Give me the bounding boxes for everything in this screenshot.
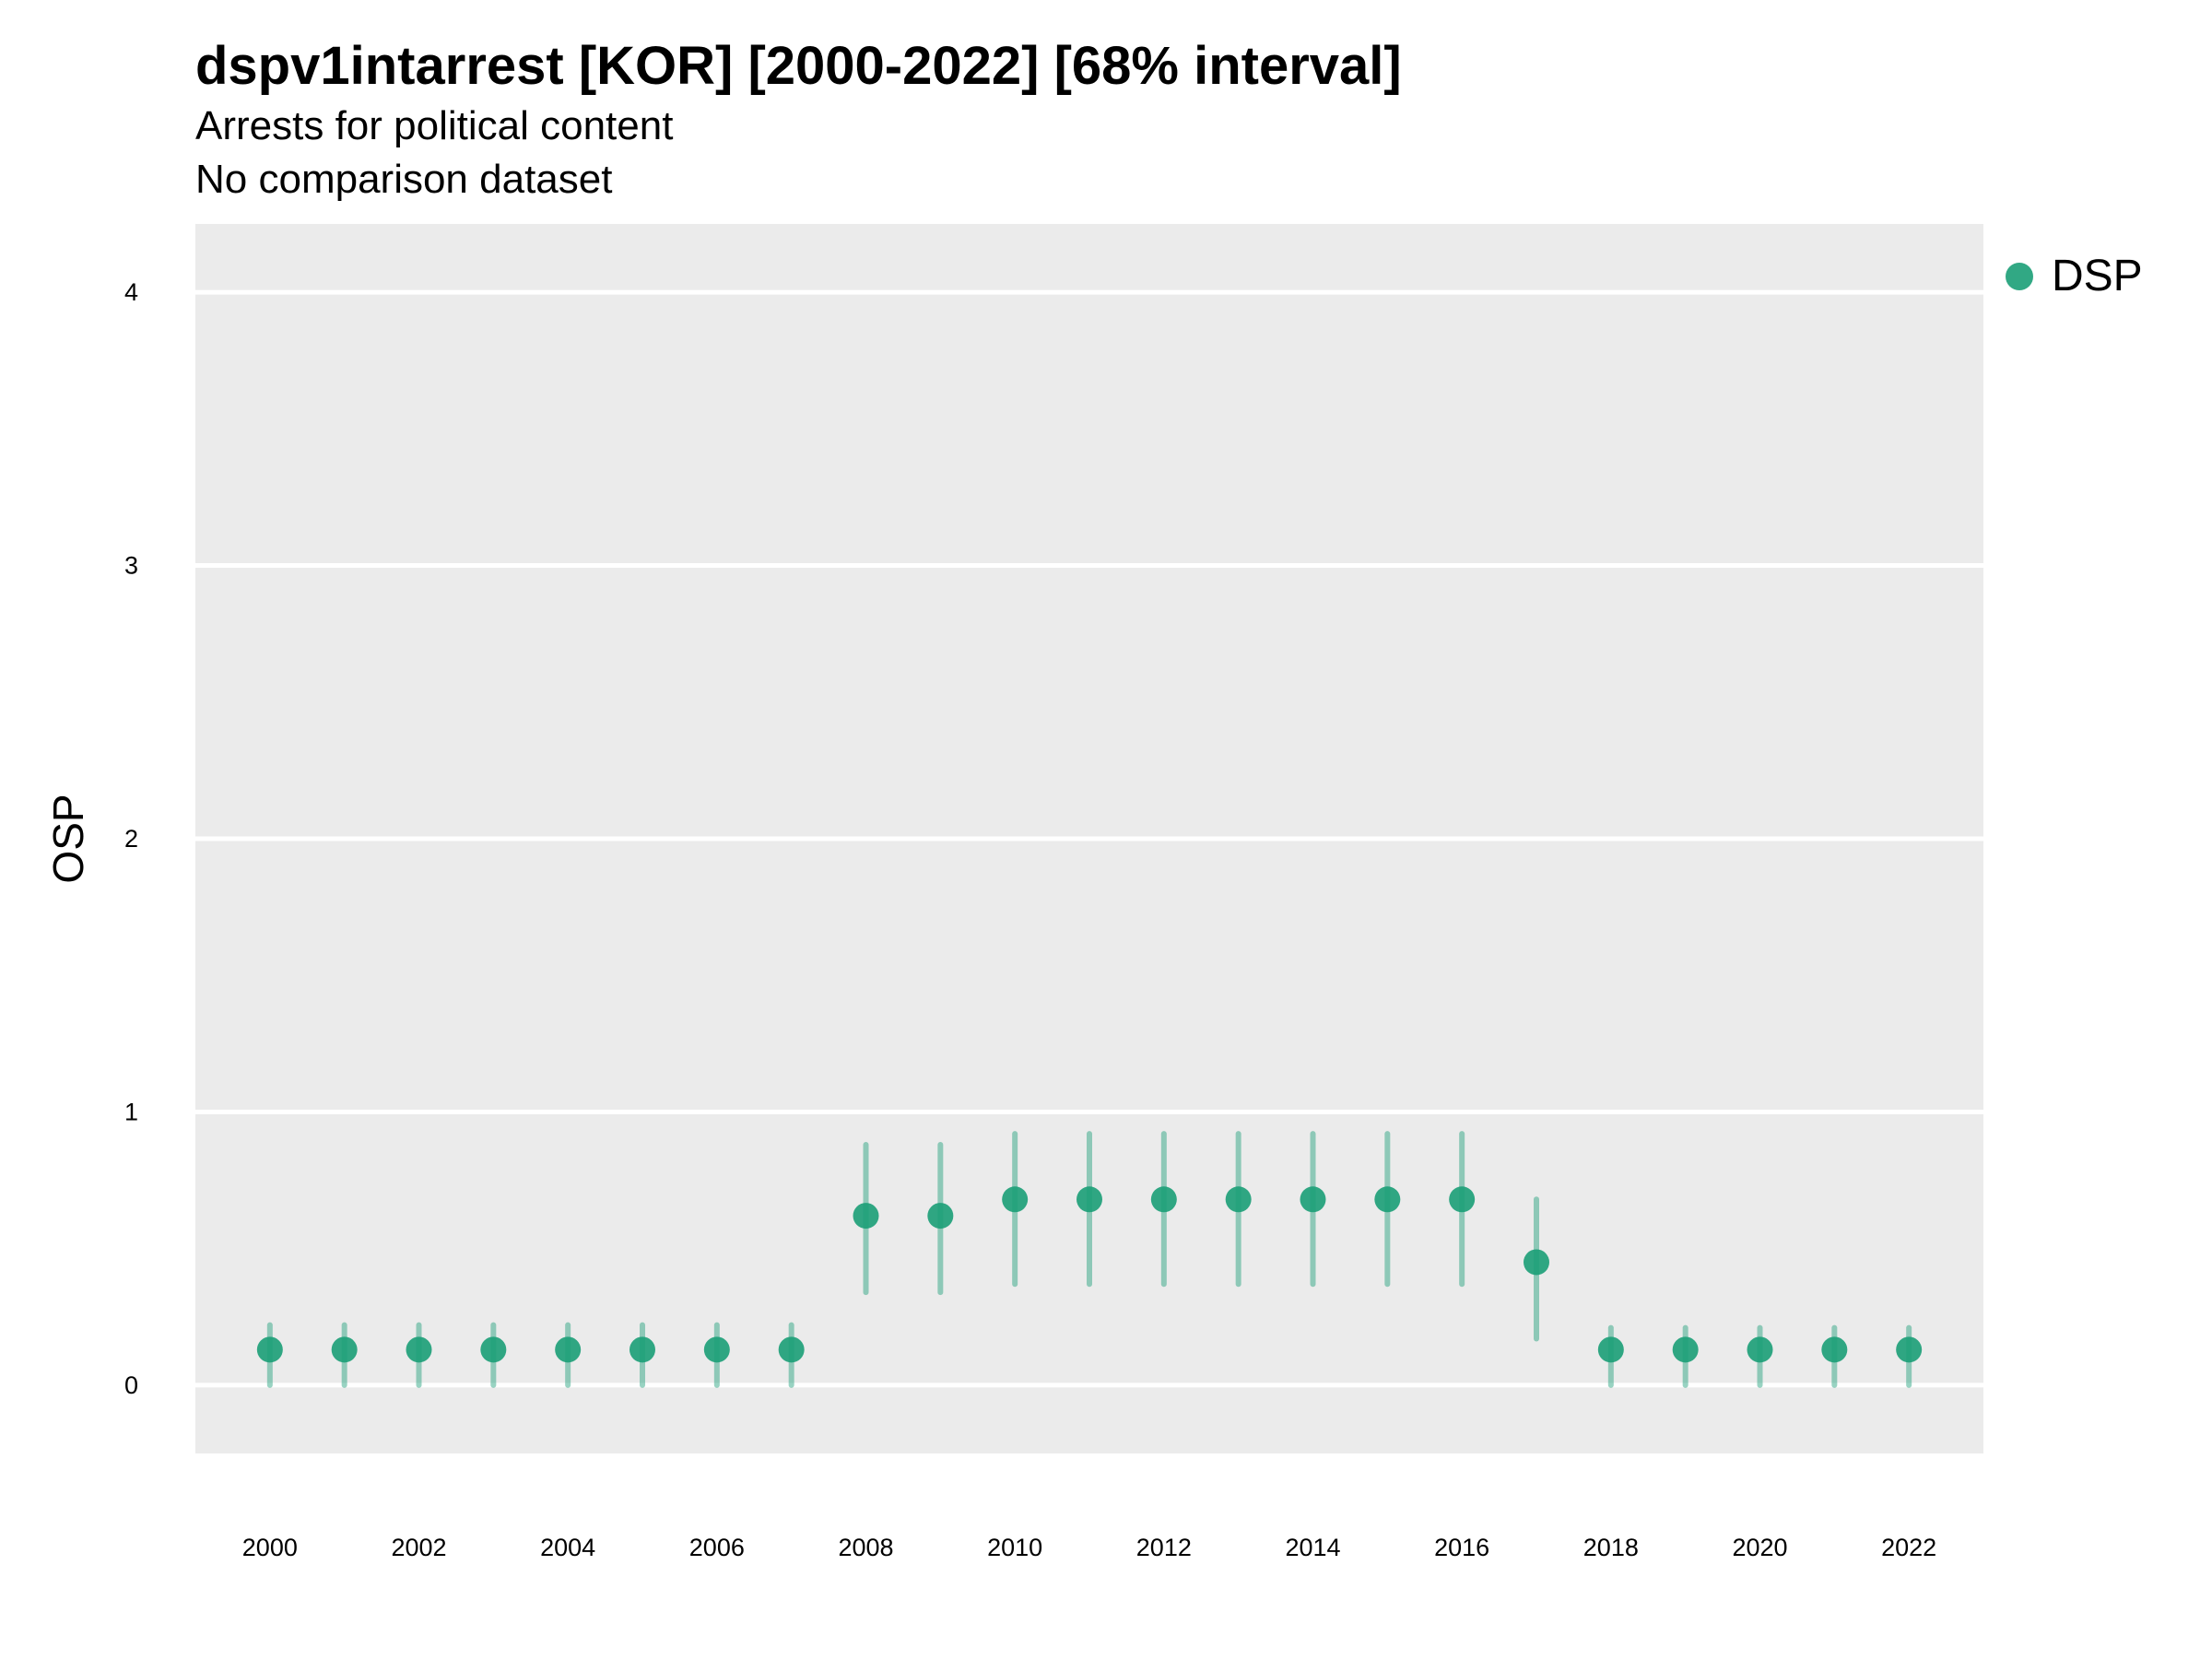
data-point-2010 xyxy=(1002,1186,1029,1213)
data-point-2016 xyxy=(1449,1186,1476,1213)
x-tick-label-2022: 2022 xyxy=(1881,1534,1936,1561)
data-point-2001 xyxy=(331,1336,358,1363)
x-tick-label-2004: 2004 xyxy=(540,1534,595,1561)
y-axis-ticks: 0 1 2 3 4 xyxy=(124,278,138,1399)
data-point-2022 xyxy=(1896,1336,1923,1363)
data-point-2009 xyxy=(927,1203,954,1230)
data-point-2021 xyxy=(1821,1336,1848,1363)
y-tick-label-0: 0 xyxy=(124,1371,138,1399)
chart-subtitle: Arrests for political content xyxy=(195,103,674,148)
y-tick-label-2: 2 xyxy=(124,825,138,853)
data-point-2015 xyxy=(1374,1186,1401,1213)
data-point-2005 xyxy=(629,1336,655,1363)
data-point-2006 xyxy=(703,1336,730,1363)
data-point-2008 xyxy=(853,1203,879,1230)
data-point-2011 xyxy=(1077,1186,1102,1213)
legend: DSP xyxy=(2006,251,2143,301)
x-tick-label-2002: 2002 xyxy=(391,1534,446,1561)
legend-dot-icon xyxy=(2006,262,2033,290)
data-point-2014 xyxy=(1300,1186,1326,1213)
x-tick-label-2016: 2016 xyxy=(1434,1534,1489,1561)
x-tick-label-2014: 2014 xyxy=(1285,1534,1340,1561)
y-axis-label: OSP xyxy=(44,794,92,883)
x-tick-label-2020: 2020 xyxy=(1732,1534,1787,1561)
x-tick-label-2006: 2006 xyxy=(689,1534,745,1561)
data-point-2002 xyxy=(406,1336,432,1363)
data-points xyxy=(256,1186,1923,1363)
data-point-2019 xyxy=(1672,1336,1699,1363)
data-point-2003 xyxy=(480,1336,507,1363)
y-tick-label-1: 1 xyxy=(124,1099,138,1126)
data-point-2000 xyxy=(256,1336,283,1363)
gridlines xyxy=(195,289,1983,1388)
x-tick-label-2012: 2012 xyxy=(1136,1534,1192,1561)
data-point-2018 xyxy=(1597,1336,1624,1363)
legend-label-dsp: DSP xyxy=(2052,252,2143,300)
data-point-2007 xyxy=(778,1336,805,1363)
x-tick-label-2000: 2000 xyxy=(242,1534,298,1561)
x-tick-label-2018: 2018 xyxy=(1583,1534,1639,1561)
data-point-2020 xyxy=(1747,1336,1773,1363)
data-point-2013 xyxy=(1225,1186,1252,1213)
chart-title: dspv1intarrest [KOR] [2000-2022] [68% in… xyxy=(195,36,1402,96)
data-point-2017 xyxy=(1524,1249,1549,1276)
chart-subtitle-comparison: No comparison dataset xyxy=(195,157,613,202)
x-tick-label-2010: 2010 xyxy=(987,1534,1042,1561)
y-tick-label-4: 4 xyxy=(124,278,138,306)
data-point-2004 xyxy=(555,1336,582,1363)
x-axis-ticks: 2000 2002 2004 2006 2008 2010 2012 2014 2016 2018… xyxy=(242,1534,1936,1561)
y-tick-label-3: 3 xyxy=(124,552,138,580)
data-point-2012 xyxy=(1150,1186,1177,1213)
x-tick-label-2008: 2008 xyxy=(838,1534,893,1561)
